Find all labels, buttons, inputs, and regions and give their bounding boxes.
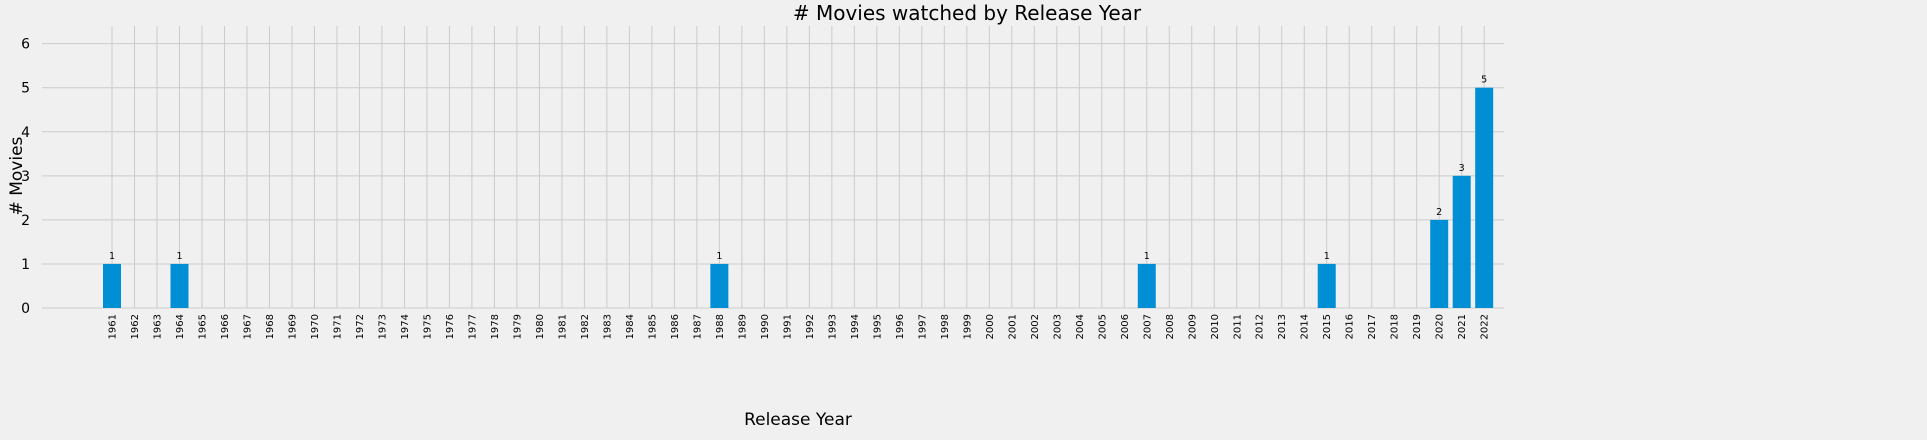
bar-value-label-2020: 2 (1436, 207, 1442, 218)
y-tick-label: 1 (21, 257, 30, 273)
bar-value-label-1961: 1 (109, 251, 115, 262)
y-tick-label: 0 (21, 301, 30, 317)
x-tick-label-2007: 2007 (1142, 314, 1153, 339)
x-tick-label-2016: 2016 (1345, 314, 1356, 339)
x-tick-label-1981: 1981 (557, 314, 568, 339)
x-tick-label-2018: 2018 (1390, 314, 1401, 339)
bar-value-label-1988: 1 (716, 251, 722, 262)
x-tick-label-1978: 1978 (490, 314, 501, 339)
x-tick-label-1994: 1994 (850, 314, 861, 339)
chart-title: # Movies watched by Release Year (793, 1, 1142, 25)
y-tick-label: 3 (21, 169, 30, 185)
x-tick-label-2000: 2000 (985, 314, 996, 339)
x-tick-label-1993: 1993 (827, 314, 838, 339)
x-tick-label-1962: 1962 (130, 314, 141, 339)
x-tick-label-2011: 2011 (1232, 314, 1243, 339)
bar-1964 (170, 263, 189, 308)
bar-1988 (710, 263, 729, 308)
x-tick-label-2006: 2006 (1120, 314, 1131, 339)
y-axis-ticks: 0 1 2 3 4 5 6 (21, 37, 30, 317)
x-tick-label-2002: 2002 (1030, 314, 1041, 339)
bar-2020 (1430, 219, 1449, 308)
x-tick-label-2020: 2020 (1435, 314, 1446, 339)
y-tick-label: 4 (21, 125, 30, 141)
bars (103, 87, 1494, 308)
x-tick-label-1969: 1969 (287, 314, 298, 339)
x-tick-label-1995: 1995 (872, 314, 883, 339)
x-tick-label-1973: 1973 (377, 314, 388, 339)
x-tick-label-1982: 1982 (580, 314, 591, 339)
x-tick-label-2017: 2017 (1367, 314, 1378, 339)
x-tick-label-1991: 1991 (782, 314, 793, 339)
x-tick-label-1963: 1963 (152, 314, 163, 339)
bar-2022 (1475, 87, 1494, 308)
x-tick-label-1979: 1979 (512, 314, 523, 339)
x-tick-label-1968: 1968 (265, 314, 276, 339)
x-tick-label-2019: 2019 (1412, 314, 1423, 339)
x-tick-label-1988: 1988 (715, 314, 726, 339)
x-tick-label-1961: 1961 (108, 314, 119, 339)
bar-2021 (1452, 175, 1471, 308)
bar-1961 (103, 263, 121, 308)
bar-value-label-2007: 1 (1144, 251, 1150, 262)
bar-value-label-2022: 5 (1481, 75, 1487, 86)
x-tick-label-2004: 2004 (1075, 314, 1086, 339)
x-tick-label-1997: 1997 (917, 314, 928, 339)
x-tick-label-1996: 1996 (895, 314, 906, 339)
x-tick-label-1990: 1990 (760, 314, 771, 339)
x-tick-label-1974: 1974 (400, 314, 411, 339)
bar-value-labels: 1 1 1 1 1 2 3 5 (109, 75, 1487, 262)
x-tick-label-1983: 1983 (602, 314, 613, 339)
x-tick-label-2010: 2010 (1210, 314, 1221, 339)
x-tick-label-1986: 1986 (670, 314, 681, 339)
x-tick-label-1972: 1972 (355, 314, 366, 339)
y-axis-label: # Movies (7, 136, 27, 215)
x-axis-ticks: 1961 1962 1963 1964 1965 1966 1967 1968 1969 1970… (108, 314, 1491, 339)
x-tick-label-1975: 1975 (422, 314, 433, 339)
x-tick-label-1966: 1966 (220, 314, 231, 339)
x-tick-label-1989: 1989 (737, 314, 748, 339)
x-tick-label-1964: 1964 (175, 314, 186, 339)
bar-value-label-2015: 1 (1324, 251, 1330, 262)
x-tick-label-1984: 1984 (625, 314, 636, 339)
x-tick-label-1976: 1976 (445, 314, 456, 339)
y-tick-label: 6 (21, 37, 30, 53)
bar-2007 (1137, 263, 1156, 308)
x-tick-label-2013: 2013 (1277, 314, 1288, 339)
x-tick-label-2003: 2003 (1052, 314, 1063, 339)
x-tick-label-2008: 2008 (1165, 314, 1176, 339)
x-tick-label-1965: 1965 (197, 314, 208, 339)
x-tick-label-1970: 1970 (310, 314, 321, 339)
x-tick-label-2014: 2014 (1300, 314, 1311, 339)
x-tick-label-2015: 2015 (1322, 314, 1333, 339)
x-tick-label-1992: 1992 (805, 314, 816, 339)
x-tick-label-1967: 1967 (242, 314, 253, 339)
x-tick-label-1977: 1977 (467, 314, 478, 339)
x-tick-label-2009: 2009 (1187, 314, 1198, 339)
y-tick-label: 2 (21, 213, 30, 229)
x-tick-label-2022: 2022 (1480, 314, 1491, 339)
bar-value-label-1964: 1 (176, 251, 182, 262)
x-axis-label: Release Year (744, 410, 852, 430)
x-tick-label-2012: 2012 (1255, 314, 1266, 339)
x-tick-label-1987: 1987 (692, 314, 703, 339)
x-tick-label-2021: 2021 (1457, 314, 1468, 339)
gridlines (42, 26, 1504, 309)
x-tick-label-1980: 1980 (535, 314, 546, 339)
bar-2015 (1317, 263, 1336, 308)
x-tick-label-2001: 2001 (1007, 314, 1018, 339)
bar-value-label-2021: 3 (1459, 163, 1465, 174)
y-tick-label: 5 (21, 81, 30, 97)
x-tick-label-1999: 1999 (962, 314, 973, 339)
x-tick-label-1998: 1998 (940, 314, 951, 339)
x-tick-label-1971: 1971 (332, 314, 343, 339)
x-tick-label-1985: 1985 (647, 314, 658, 339)
x-tick-label-2005: 2005 (1097, 314, 1108, 339)
